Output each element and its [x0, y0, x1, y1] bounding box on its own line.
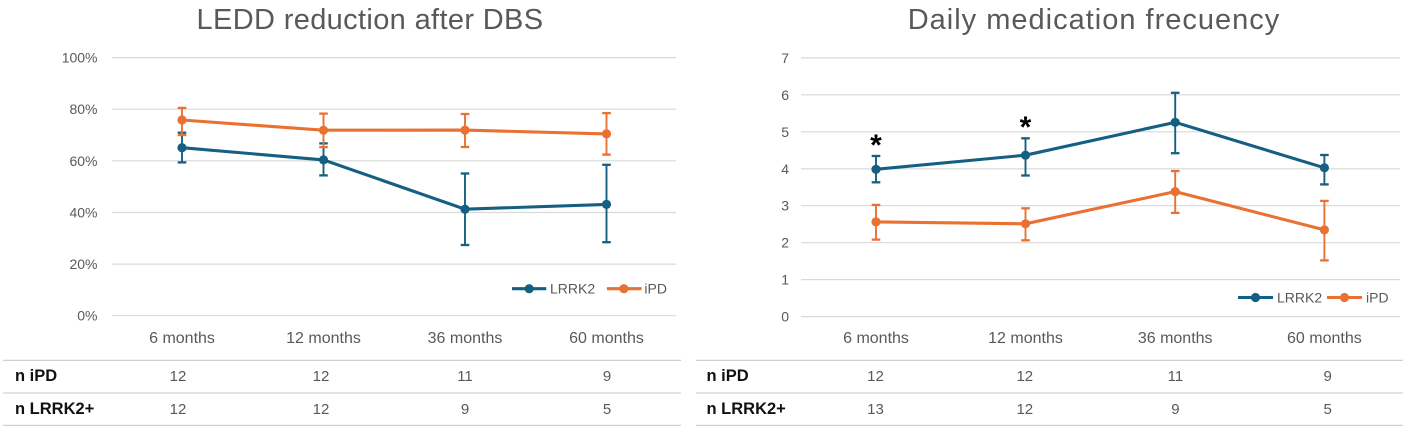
- svg-text:5: 5: [781, 124, 789, 140]
- svg-text:36 months: 36 months: [428, 330, 503, 347]
- svg-text:*: *: [870, 129, 882, 162]
- svg-text:n LRRK2+: n LRRK2+: [707, 400, 786, 418]
- svg-text:9: 9: [1324, 368, 1332, 385]
- svg-text:100%: 100%: [62, 50, 98, 66]
- svg-text:12: 12: [313, 368, 330, 385]
- svg-text:4: 4: [781, 161, 789, 177]
- svg-text:9: 9: [461, 401, 469, 418]
- svg-text:6 months: 6 months: [149, 330, 215, 347]
- svg-text:13: 13: [867, 401, 884, 418]
- svg-text:12: 12: [1016, 368, 1033, 385]
- svg-text:12: 12: [170, 401, 187, 418]
- svg-text:LRRK2: LRRK2: [1277, 290, 1322, 306]
- svg-text:12: 12: [170, 368, 187, 385]
- svg-text:60 months: 60 months: [1287, 330, 1362, 347]
- svg-text:2: 2: [781, 235, 789, 251]
- svg-text:60 months: 60 months: [569, 330, 644, 347]
- svg-text:0%: 0%: [77, 308, 97, 324]
- svg-text:7: 7: [781, 50, 789, 66]
- svg-text:6: 6: [781, 87, 789, 103]
- svg-text:9: 9: [1171, 401, 1179, 418]
- svg-text:*: *: [1020, 111, 1032, 144]
- svg-text:0: 0: [781, 309, 789, 325]
- svg-text:3: 3: [781, 198, 789, 214]
- svg-text:12 months: 12 months: [988, 330, 1063, 347]
- svg-text:LRRK2: LRRK2: [550, 281, 595, 297]
- svg-text:n iPD: n iPD: [707, 367, 749, 385]
- svg-text:80%: 80%: [69, 101, 97, 117]
- svg-text:60%: 60%: [69, 153, 97, 169]
- svg-text:9: 9: [603, 368, 611, 385]
- svg-text:1: 1: [781, 272, 789, 288]
- svg-text:n LRRK2+: n LRRK2+: [15, 400, 94, 418]
- svg-text:LEDD reduction after DBS: LEDD reduction after DBS: [197, 4, 544, 36]
- svg-text:12: 12: [313, 401, 330, 418]
- svg-text:40%: 40%: [69, 205, 97, 221]
- svg-text:36 months: 36 months: [1138, 330, 1213, 347]
- svg-text:n iPD: n iPD: [15, 367, 57, 385]
- svg-text:20%: 20%: [69, 256, 97, 272]
- svg-text:11: 11: [457, 368, 473, 385]
- svg-text:6 months: 6 months: [843, 330, 909, 347]
- svg-text:12: 12: [1016, 401, 1033, 418]
- svg-text:Daily medication frecuency: Daily medication frecuency: [908, 4, 1281, 36]
- svg-text:12 months: 12 months: [286, 330, 361, 347]
- svg-text:5: 5: [1324, 401, 1332, 418]
- svg-text:iPD: iPD: [1366, 290, 1389, 306]
- svg-text:iPD: iPD: [644, 281, 667, 297]
- svg-text:5: 5: [603, 401, 611, 418]
- svg-text:12: 12: [867, 368, 884, 385]
- svg-text:11: 11: [1168, 368, 1184, 385]
